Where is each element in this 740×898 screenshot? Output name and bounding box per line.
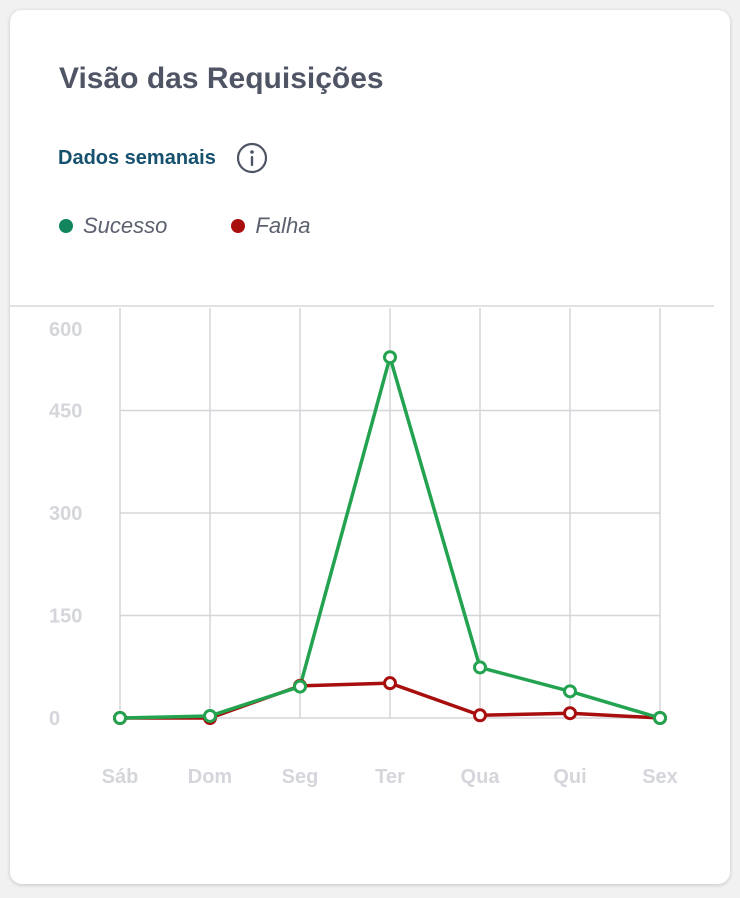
- y-tick-label: 0: [49, 708, 60, 730]
- legend-item-falha[interactable]: Falha: [231, 213, 310, 239]
- line-chart: 0 150 300 450 600 Sáb Dom Seg Ter Qua Qui Sex: [10, 305, 714, 788]
- x-tick-label: Qua: [461, 766, 501, 788]
- card-title: Visão das Requisições: [59, 62, 384, 95]
- chart-area: 0 150 300 450 600 Sáb Dom Seg Ter Qua Qui Sex: [10, 10, 730, 884]
- data-point-falha: [473, 708, 487, 723]
- x-tick-label: Dom: [188, 766, 232, 788]
- subtitle-row: Dados semanais: [58, 142, 268, 174]
- legend-item-sucesso[interactable]: Sucesso: [59, 213, 167, 239]
- info-circle-icon: [236, 142, 267, 174]
- y-tick-label: 300: [49, 503, 82, 525]
- x-tick-label: Qui: [553, 766, 586, 788]
- x-tick-label: Seg: [282, 766, 319, 788]
- data-point-sucesso: [113, 711, 127, 725]
- requests-card: Visão das Requisições Dados semanais Suc…: [10, 10, 730, 884]
- legend-dot-sucesso: [59, 219, 73, 233]
- data-point-sucesso: [203, 708, 217, 723]
- legend-label-falha: Falha: [255, 213, 311, 238]
- card-subtitle: Dados semanais: [58, 146, 216, 169]
- y-tick-label: 150: [49, 606, 82, 628]
- data-point-sucesso: [293, 679, 307, 694]
- x-tick-label: Ter: [375, 766, 405, 788]
- data-point-sucesso: [563, 684, 577, 699]
- data-point-sucesso: [383, 350, 397, 365]
- data-point-sucesso: [473, 660, 487, 675]
- legend-dot-falha: [231, 219, 246, 233]
- data-point-falha: [563, 706, 577, 721]
- data-point-falha: [383, 676, 397, 691]
- legend-label-sucesso: Sucesso: [83, 213, 168, 238]
- data-point-sucesso: [653, 711, 667, 725]
- chart-legend: Sucesso Falha: [59, 212, 374, 240]
- y-tick-label: 450: [49, 401, 82, 423]
- x-tick-label: Sáb: [102, 766, 139, 788]
- x-tick-label: Sex: [642, 766, 678, 788]
- info-button[interactable]: [236, 142, 268, 174]
- y-tick-label: 600: [49, 319, 82, 341]
